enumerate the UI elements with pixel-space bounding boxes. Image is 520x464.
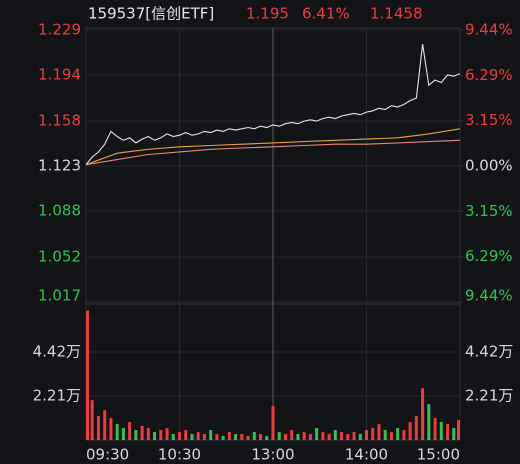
volume-bar: [86, 310, 89, 440]
volume-bar: [246, 436, 250, 440]
y-tick-label: 1.123: [38, 157, 81, 175]
volume-bar: [109, 418, 113, 440]
volume-bar: [396, 428, 400, 440]
volume-bar: [302, 432, 306, 440]
x-tick-label: 09:30: [86, 446, 129, 464]
y-tick-label: 4.42万: [33, 343, 81, 361]
volume-bar: [178, 432, 181, 440]
volume-bar: [221, 436, 225, 440]
volume-bar: [321, 432, 325, 440]
volume-bar: [371, 428, 375, 440]
volume-bar: [377, 424, 381, 440]
volume-bar: [159, 430, 163, 440]
x-tick-label: 15:00: [417, 446, 460, 464]
volume-bar: [446, 424, 450, 440]
y2-tick-label: 6.29%: [465, 247, 513, 265]
average-price: 1.1458: [370, 5, 423, 23]
x-tick-label: 10:30: [158, 446, 201, 464]
volume-bar: [283, 434, 287, 440]
volume-bar: [234, 434, 238, 440]
volume-bar: [408, 422, 412, 440]
y-tick-label: 1.158: [38, 112, 81, 130]
volume-bar: [439, 422, 443, 440]
y2-tick-label: 9.44%: [465, 287, 513, 305]
y2-tick-label: 3.15%: [465, 111, 513, 129]
volume-bar: [389, 432, 393, 440]
volume-bar: [259, 434, 263, 440]
volume-bar: [327, 434, 331, 440]
volume-bar: [90, 400, 94, 440]
volume-bar: [271, 406, 275, 440]
volume-bar: [153, 432, 157, 440]
price-line: [85, 139, 461, 166]
volume-bar: [196, 432, 200, 440]
volume-bar: [115, 424, 119, 440]
volume-bar: [140, 426, 144, 440]
y2-tick-label: 3.15%: [465, 202, 513, 220]
volume-bar: [340, 432, 344, 440]
volume-bar: [209, 430, 213, 440]
change-pct: 6.41%: [302, 5, 350, 23]
volume-bar: [121, 428, 125, 440]
volume-bar: [103, 410, 107, 440]
price-line: [85, 44, 461, 166]
volume-bar: [346, 434, 350, 440]
volume-bar: [240, 434, 244, 440]
volume-bar: [146, 428, 150, 440]
volume-bar: [215, 434, 219, 440]
y2-tick-label: 4.42万: [465, 343, 513, 361]
volume-bar: [96, 416, 100, 440]
volume-bar: [134, 430, 138, 440]
volume-bar: [252, 432, 256, 440]
y2-tick-label: 2.21万: [465, 387, 513, 405]
volume-bar: [296, 434, 300, 440]
y2-tick-label: 0.00%: [465, 157, 513, 175]
volume-bar: [265, 436, 269, 440]
volume-bar: [365, 430, 368, 440]
volume-bar: [333, 430, 337, 440]
volume-bar: [427, 404, 431, 440]
volume-bar: [277, 432, 281, 440]
volume-bar: [165, 428, 169, 440]
volume-bar: [315, 428, 319, 440]
volume-bar: [433, 418, 437, 440]
volume-bar: [352, 432, 356, 440]
volume-bar: [290, 430, 294, 440]
volume-bar: [414, 416, 418, 440]
y-tick-label: 1.052: [38, 248, 81, 266]
y2-tick-label: 9.44%: [465, 21, 513, 39]
volume-bar: [227, 432, 231, 440]
volume-bar: [421, 388, 425, 440]
y-tick-label: 1.088: [38, 201, 81, 219]
volume-bar: [171, 434, 175, 440]
volume-bar: [402, 430, 406, 440]
volume-bar: [202, 434, 206, 440]
price-line: [85, 128, 461, 166]
volume-bar: [358, 434, 362, 440]
volume-bar: [457, 420, 460, 440]
volume-bar: [190, 434, 194, 440]
volume-bar: [308, 434, 312, 440]
volume-bar: [184, 430, 188, 440]
y-tick-label: 2.21万: [33, 387, 81, 405]
y-tick-label: 1.229: [38, 21, 81, 39]
y-tick-label: 1.017: [38, 287, 81, 305]
y2-tick-label: 6.29%: [465, 66, 513, 84]
chart-title: 159537[信创ETF]: [88, 5, 214, 23]
volume-bar: [128, 422, 132, 440]
x-tick-label: 13:00: [251, 446, 294, 464]
last-price: 1.195: [246, 5, 289, 23]
volume-bar: [383, 430, 387, 440]
y-tick-label: 1.194: [38, 65, 81, 83]
x-tick-label: 14:00: [345, 446, 388, 464]
volume-bar: [452, 428, 456, 440]
